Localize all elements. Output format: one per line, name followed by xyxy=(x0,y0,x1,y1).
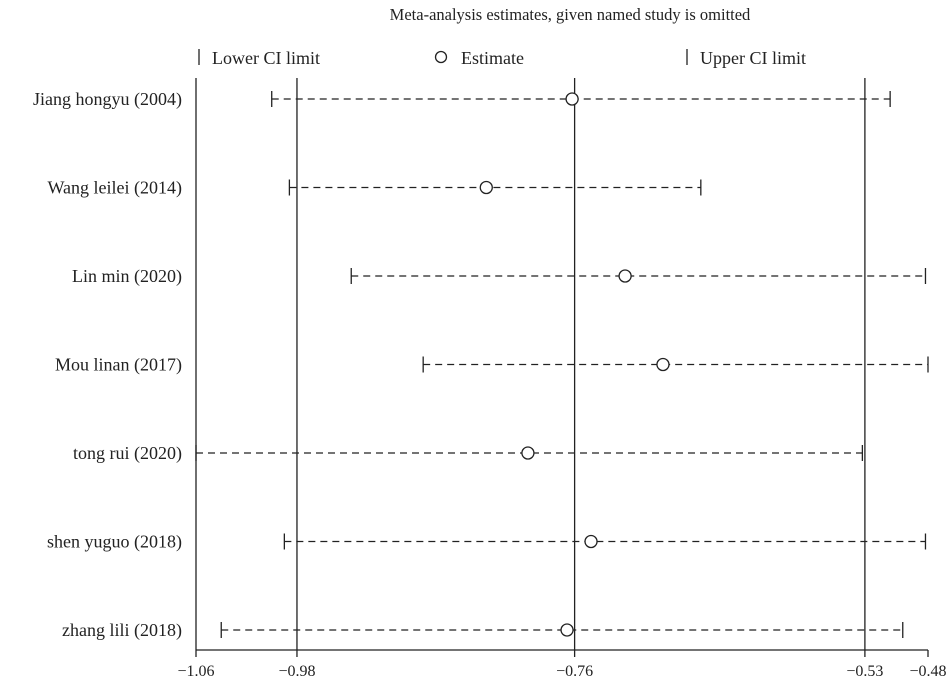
study-label-0: Jiang hongyu (2004) xyxy=(33,89,182,110)
study-label-6: zhang lili (2018) xyxy=(62,620,182,641)
estimate-marker-6 xyxy=(560,623,574,637)
estimate-marker-0 xyxy=(565,92,579,106)
estimate-marker-1 xyxy=(479,180,493,195)
legend-upper-label: Upper CI limit xyxy=(700,48,806,68)
study-label-5: shen yuguo (2018) xyxy=(47,532,182,553)
legend-estimate-marker xyxy=(434,50,448,64)
x-tick-label-3: −0.53 xyxy=(846,663,883,680)
x-tick-label-2: −0.76 xyxy=(556,663,593,680)
chart-title: Meta-analysis estimates, given named stu… xyxy=(390,5,751,24)
estimate-marker-5 xyxy=(584,534,598,549)
study-label-3: Mou linan (2017) xyxy=(55,355,182,376)
x-tick-label-0: −1.06 xyxy=(177,663,214,680)
estimate-marker-3 xyxy=(656,357,670,372)
study-label-2: Lin min (2020) xyxy=(72,266,182,287)
x-tick-label-1: −0.98 xyxy=(278,663,315,680)
study-label-1: Wang leilei (2014) xyxy=(47,178,182,199)
legend-estimate-label: Estimate xyxy=(461,48,524,68)
study-label-4: tong rui (2020) xyxy=(73,443,182,464)
estimate-marker-2 xyxy=(618,269,632,283)
estimate-marker-4 xyxy=(521,446,535,460)
plot-area: −1.06 −0.98 −0.76 −0.53 −0.48 Jiang hongyu (2… xyxy=(33,78,947,680)
x-tick-label-4: −0.48 xyxy=(909,663,946,680)
legend: Lower CI limit Estimate Upper CI limit xyxy=(198,48,806,68)
legend-lower-label: Lower CI limit xyxy=(212,48,320,68)
